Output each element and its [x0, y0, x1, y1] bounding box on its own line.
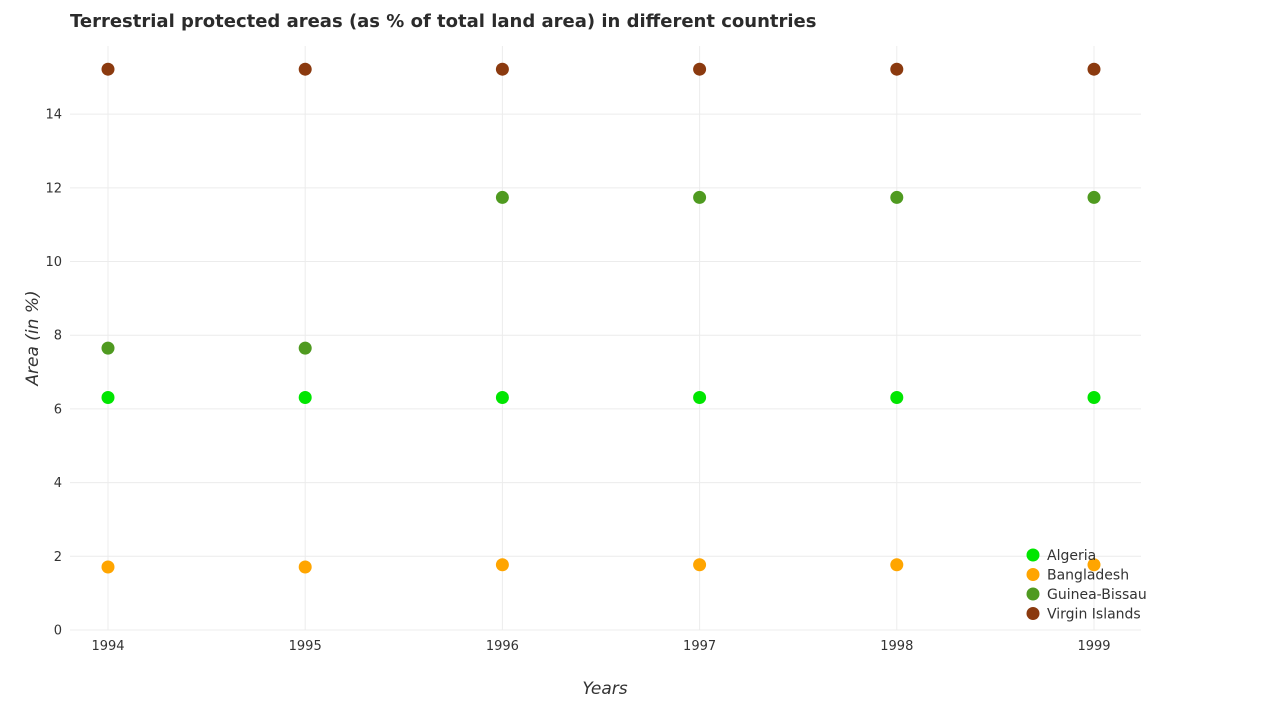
- y-tick-labels: 0 2 4 6 8 10 12 14: [45, 108, 62, 639]
- x-axis-title: Years: [582, 679, 627, 699]
- point-guinea-bissau-1997: [693, 190, 707, 204]
- point-bangladesh-1997: [693, 558, 707, 572]
- legend-label-guinea-bissau: Guinea-Bissau: [1047, 587, 1147, 603]
- point-bangladesh-1996: [495, 558, 509, 572]
- point-guinea-bissau-1995: [298, 341, 312, 355]
- x-tick-label: 1995: [289, 639, 322, 654]
- legend-label-algeria: Algeria: [1047, 548, 1096, 564]
- x-tick-label: 1997: [683, 639, 716, 654]
- y-tick-label: 0: [54, 624, 62, 639]
- point-virgin-islands-1995: [298, 62, 312, 76]
- legend-marker-virgin-islands: [1026, 607, 1040, 620]
- x-tick-label: 1998: [880, 639, 913, 654]
- point-algeria-1996: [495, 391, 509, 405]
- point-virgin-islands-1997: [693, 62, 707, 76]
- y-tick-label: 10: [45, 255, 62, 270]
- legend-marker-guinea-bissau: [1026, 587, 1040, 601]
- point-algeria-1994: [101, 391, 115, 405]
- point-guinea-bissau-1998: [890, 190, 904, 204]
- y-axis-title: Area (in %): [23, 290, 43, 386]
- grid-lines: [70, 46, 1141, 631]
- x-tick-label: 1996: [486, 639, 519, 654]
- y-tick-label: 14: [45, 108, 62, 123]
- plot-area: [70, 46, 1141, 630]
- y-tick-label: 12: [45, 181, 62, 196]
- legend-marker-algeria: [1026, 548, 1040, 562]
- legend: Algeria Bangladesh Guinea-Bissau Virgin Isl…: [1026, 548, 1147, 623]
- point-bangladesh-1995: [298, 560, 312, 574]
- point-virgin-islands-1996: [495, 62, 509, 76]
- data-points: [101, 62, 1101, 574]
- point-guinea-bissau-1996: [495, 190, 509, 204]
- point-algeria-1999: [1087, 391, 1101, 405]
- point-guinea-bissau-1999: [1087, 190, 1101, 204]
- legend-marker-bangladesh: [1026, 568, 1040, 581]
- point-algeria-1997: [693, 391, 707, 405]
- point-bangladesh-1999: [1087, 558, 1101, 572]
- point-algeria-1998: [890, 391, 904, 405]
- point-virgin-islands-1998: [890, 62, 904, 76]
- y-tick-label: 6: [54, 402, 62, 417]
- point-bangladesh-1994: [101, 560, 115, 574]
- y-tick-label: 8: [54, 329, 62, 344]
- chart-title: Terrestrial protected areas (as % of tot…: [70, 11, 816, 32]
- x-tick-label: 1994: [91, 639, 124, 654]
- point-virgin-islands-1999: [1087, 62, 1101, 76]
- point-guinea-bissau-1994: [101, 341, 115, 355]
- point-bangladesh-1998: [890, 558, 904, 572]
- y-tick-label: 4: [54, 476, 62, 491]
- legend-label-virgin-islands: Virgin Islands: [1047, 607, 1141, 623]
- legend-label-bangladesh: Bangladesh: [1047, 568, 1129, 584]
- point-virgin-islands-1994: [101, 62, 115, 76]
- x-tick-labels: 1994 1995 1996 1997 1998 1999: [91, 639, 1110, 654]
- point-algeria-1995: [298, 391, 312, 405]
- y-tick-label: 2: [54, 550, 62, 565]
- x-tick-label: 1999: [1077, 639, 1110, 654]
